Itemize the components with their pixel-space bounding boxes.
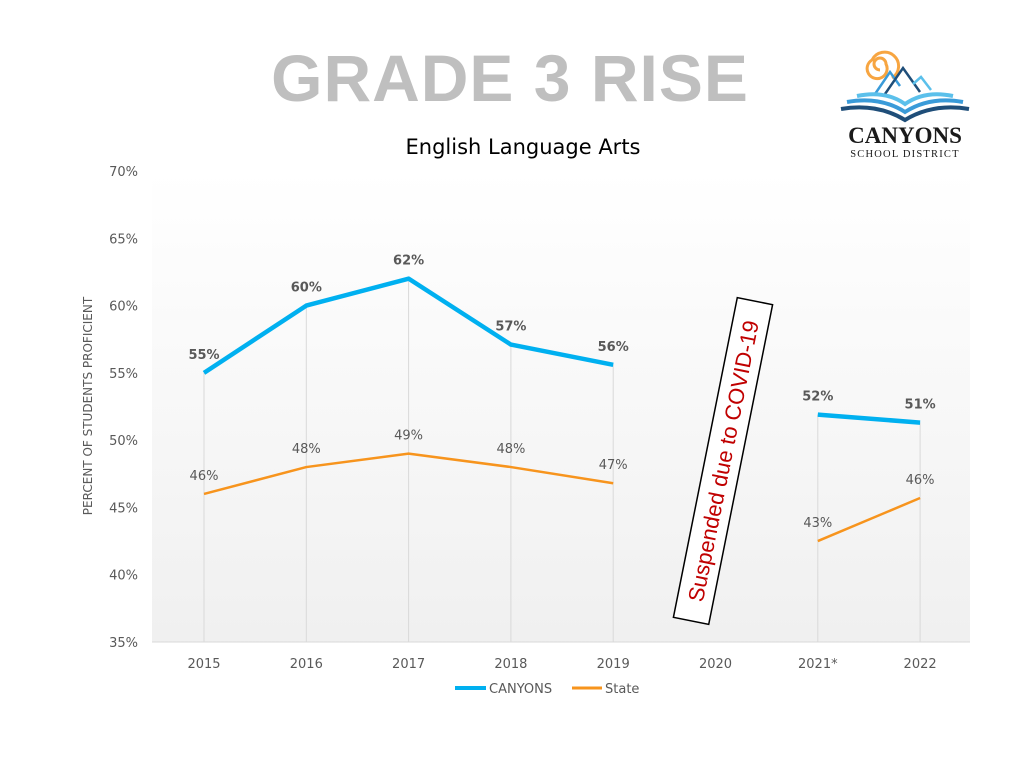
y-tick-label: 60% bbox=[109, 300, 138, 315]
plot-area bbox=[152, 171, 970, 642]
y-axis-label: PERCENT OF STUDENTS PROFICIENT bbox=[81, 296, 95, 515]
annotation-box bbox=[672, 296, 774, 626]
data-label-canyons: 57% bbox=[495, 320, 526, 335]
legend: CANYONS State bbox=[455, 682, 639, 697]
y-tick-label: 50% bbox=[109, 434, 138, 449]
data-label-canyons: 52% bbox=[802, 390, 833, 405]
x-tick-label: 2017 bbox=[392, 657, 425, 672]
series-line-canyons bbox=[817, 412, 921, 425]
series-line-state bbox=[817, 496, 921, 543]
data-label-state: 47% bbox=[599, 458, 628, 473]
x-tick-label: 2020 bbox=[699, 657, 732, 672]
data-label-canyons: 51% bbox=[905, 398, 936, 413]
data-label-state: 46% bbox=[906, 473, 935, 488]
chart-title: GRADE 3 RISE bbox=[271, 41, 749, 115]
x-tick-label: 2015 bbox=[187, 657, 220, 672]
data-label-canyons: 56% bbox=[598, 340, 629, 355]
x-tick-label: 2018 bbox=[494, 657, 527, 672]
logo-subtitle: SCHOOL DISTRICT bbox=[850, 149, 960, 160]
canyons-logo: CANYONS SCHOOL DISTRICT bbox=[835, 42, 975, 162]
chart-subtitle: English Language Arts bbox=[406, 135, 641, 159]
y-tick-label: 70% bbox=[109, 165, 138, 180]
data-label-state: 43% bbox=[803, 516, 832, 531]
data-label-canyons: 60% bbox=[291, 281, 322, 296]
data-label-canyons: 55% bbox=[188, 348, 219, 363]
data-label-state: 46% bbox=[190, 469, 219, 484]
data-label-state: 49% bbox=[394, 429, 423, 444]
y-tick-label: 45% bbox=[109, 501, 138, 516]
logo-name: CANYONS bbox=[848, 123, 962, 148]
data-label-state: 48% bbox=[496, 442, 525, 457]
data-label-canyons: 62% bbox=[393, 254, 424, 269]
x-tick-label: 2022 bbox=[904, 657, 937, 672]
y-tick-label: 55% bbox=[109, 367, 138, 382]
legend-label-canyons: CANYONS bbox=[489, 682, 552, 697]
x-tick-label: 2016 bbox=[290, 657, 323, 672]
y-tick-label: 40% bbox=[109, 569, 138, 584]
x-tick-label: 2019 bbox=[597, 657, 630, 672]
data-label-state: 48% bbox=[292, 442, 321, 457]
y-tick-label: 65% bbox=[109, 232, 138, 247]
legend-label-state: State bbox=[605, 682, 639, 697]
x-tick-label: 2021* bbox=[798, 657, 838, 672]
y-tick-label: 35% bbox=[109, 636, 138, 651]
